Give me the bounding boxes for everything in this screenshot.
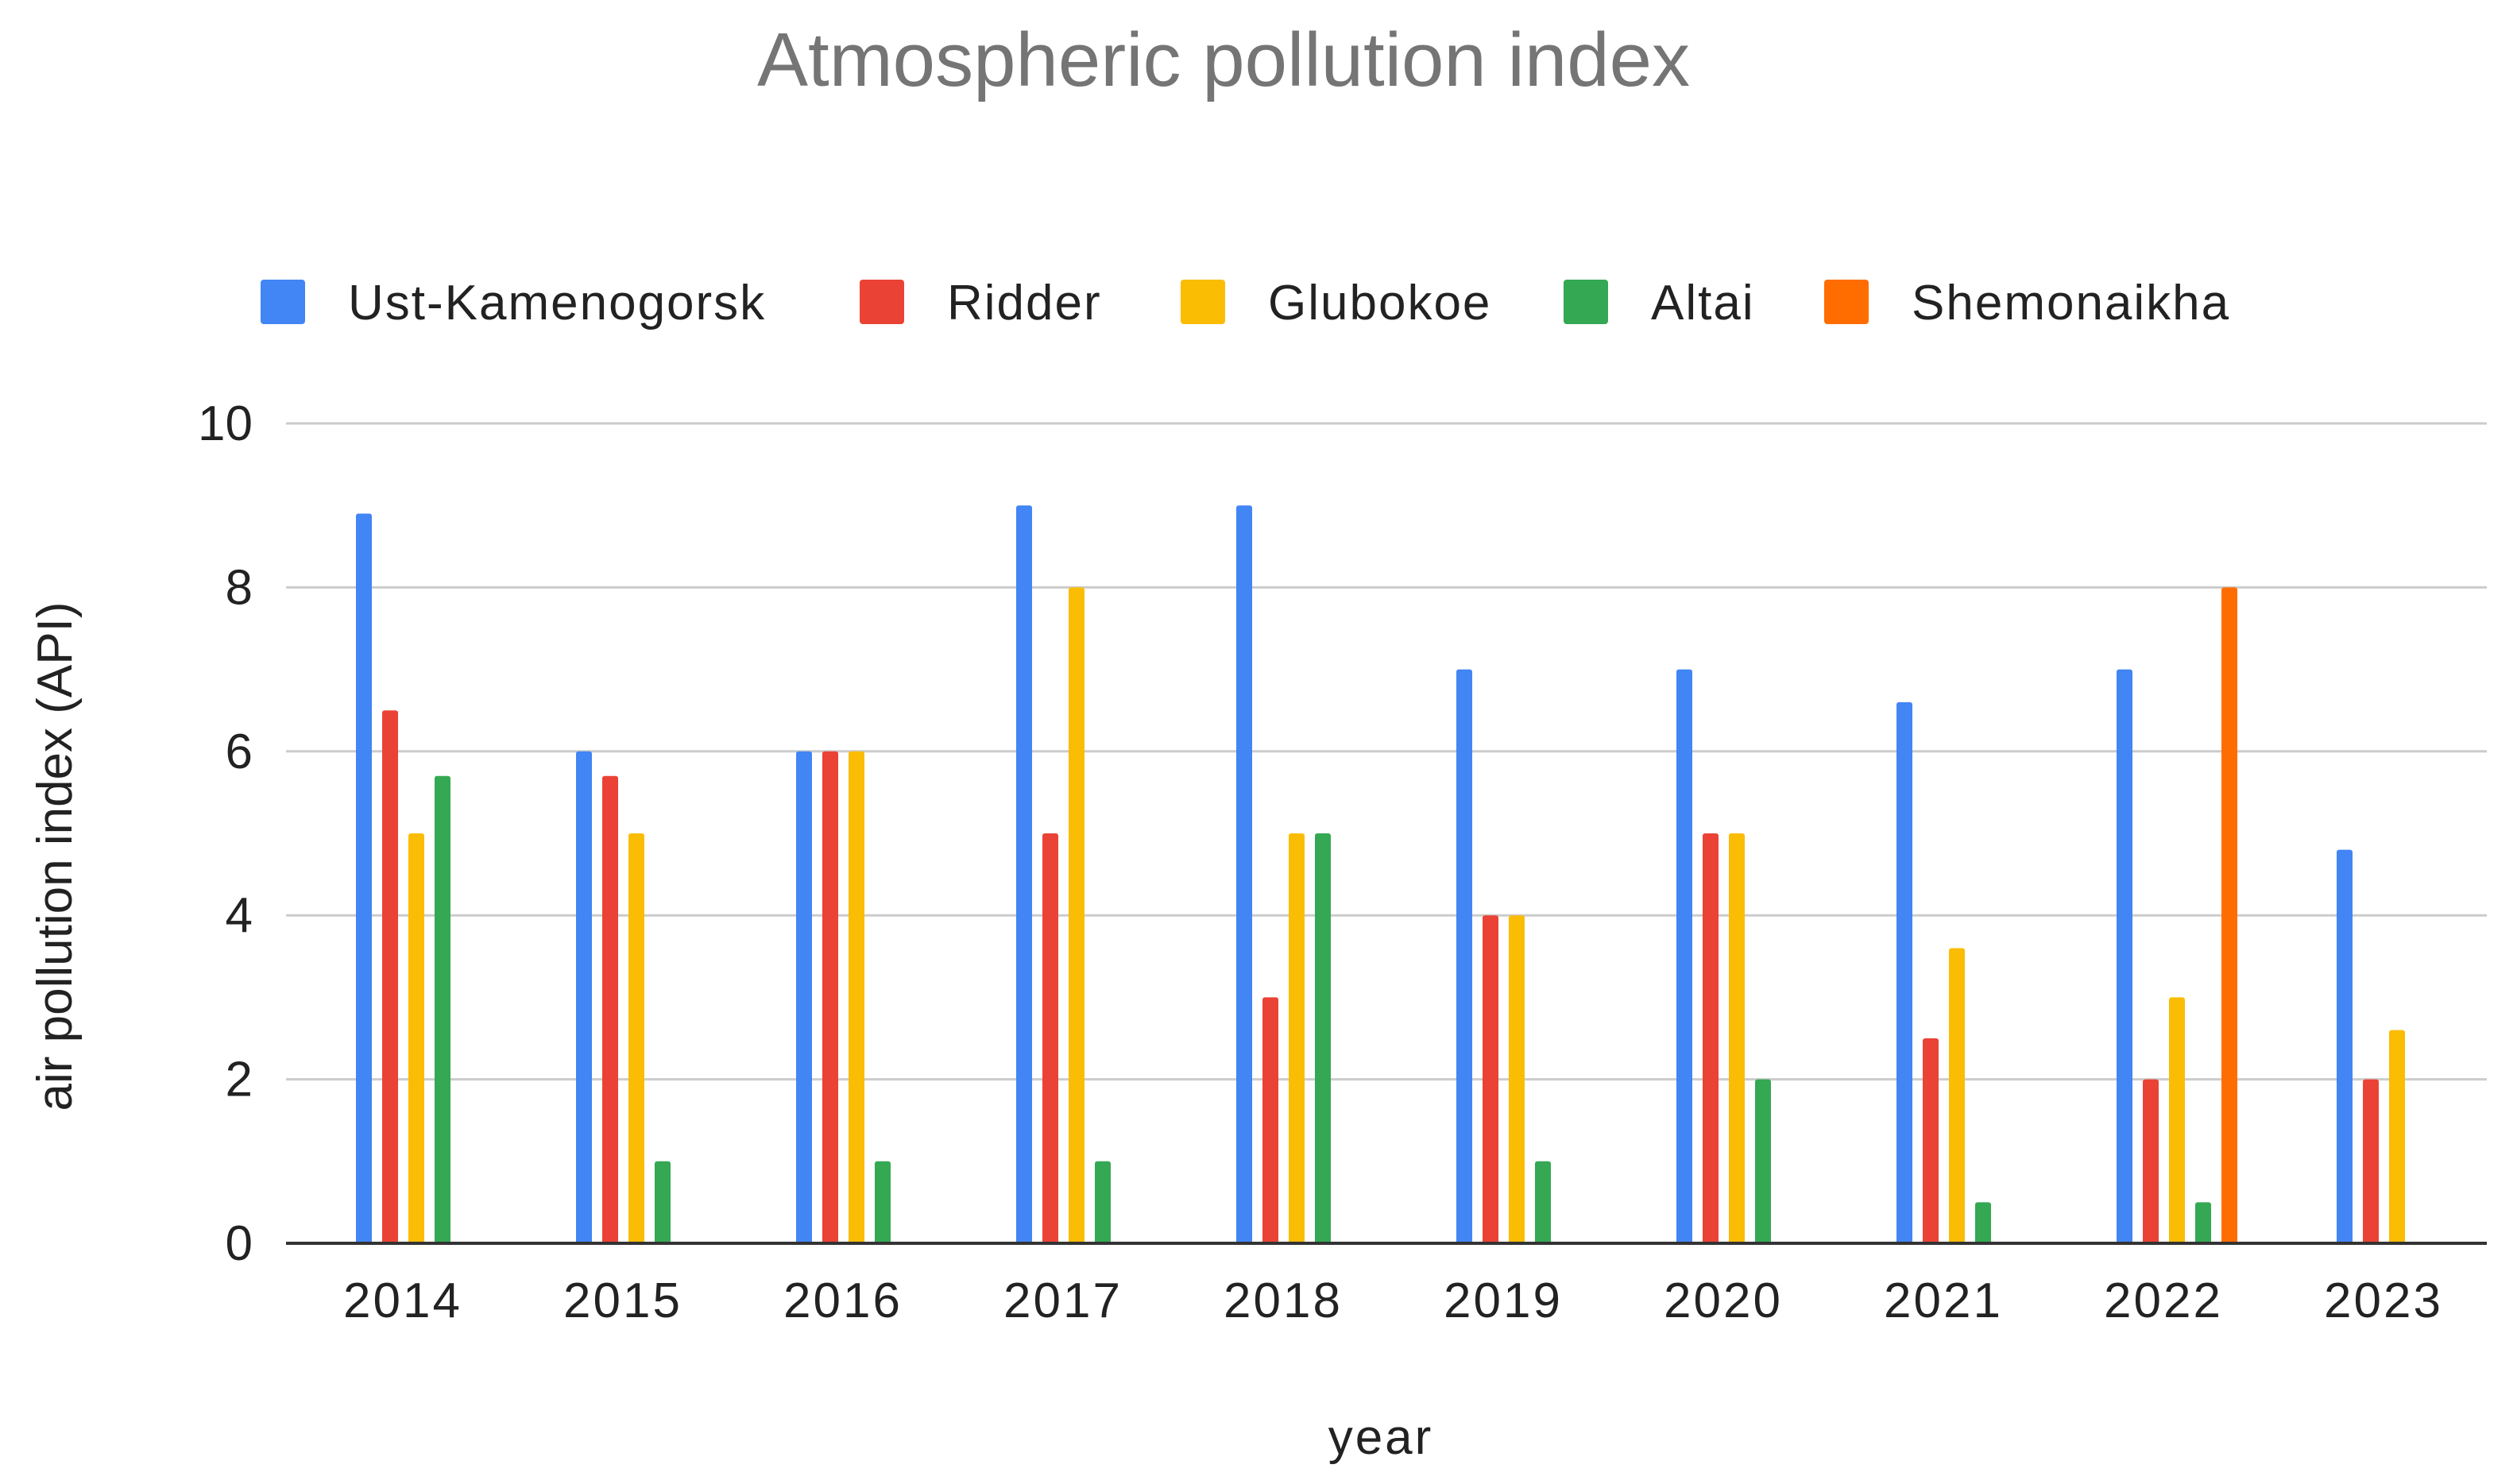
- bar-ridder-2017: [1042, 833, 1058, 1245]
- legend-label: Altai: [1651, 276, 1755, 330]
- legend-item-glubokoe: Glubokoe: [1181, 276, 1491, 330]
- bar-altai-2015: [655, 1161, 671, 1245]
- x-tick-label-2018: 2018: [1224, 1273, 1343, 1328]
- bar-glubokoe-2017: [1069, 587, 1085, 1245]
- bar-altai-2019: [1535, 1161, 1551, 1245]
- bar-ust-kamenogorsk-2016: [796, 751, 812, 1245]
- legend-item-ridder: Ridder: [860, 276, 1102, 330]
- bar-ust-kamenogorsk-2018: [1236, 505, 1252, 1245]
- legend: Ust-Kamenogorsk Ridder Glubokoe Altai Shemon…: [261, 276, 2230, 330]
- y-tick-label: 8: [226, 560, 253, 615]
- legend-label: Shemonaikha: [1912, 276, 2230, 330]
- y-axis-title: air pollution index (API): [28, 602, 83, 1111]
- bar-ust-kamenogorsk-2014: [356, 513, 372, 1245]
- legend-swatch-ridder: [860, 280, 904, 324]
- bar-ust-kamenogorsk-2023: [2337, 849, 2353, 1245]
- x-tick-label-2015: 2015: [563, 1273, 682, 1328]
- bar-glubokoe-2019: [1509, 915, 1525, 1245]
- bar-ridder-2022: [2143, 1079, 2159, 1245]
- bar-glubokoe-2016: [849, 751, 864, 1245]
- x-tick-label-2019: 2019: [1444, 1273, 1563, 1328]
- bar-altai-2016: [875, 1161, 891, 1245]
- bar-altai-2017: [1095, 1161, 1111, 1245]
- legend-swatch-ust-kamenogorsk: [261, 280, 305, 324]
- legend-item-shemonaikha: Shemonaikha: [1824, 276, 2230, 330]
- bar-glubokoe-2018: [1289, 833, 1305, 1245]
- y-tick-label: 6: [226, 725, 253, 779]
- bar-ridder-2020: [1703, 833, 1719, 1245]
- bar-ridder-2018: [1262, 997, 1278, 1245]
- x-tick-label-2014: 2014: [343, 1273, 462, 1328]
- bar-glubokoe-2021: [1949, 948, 1965, 1245]
- legend-item-ust-kamenogorsk: Ust-Kamenogorsk: [261, 276, 766, 330]
- bars: [356, 505, 2405, 1245]
- legend-swatch-shemonaikha: [1824, 280, 1869, 324]
- bar-ust-kamenogorsk-2017: [1016, 505, 1032, 1245]
- x-tick-label-2021: 2021: [1884, 1273, 2003, 1328]
- bar-glubokoe-2015: [628, 833, 644, 1245]
- bar-ust-kamenogorsk-2022: [2117, 669, 2132, 1245]
- bar-ridder-2016: [822, 751, 838, 1245]
- legend-swatch-altai: [1564, 280, 1608, 324]
- bar-ridder-2021: [1923, 1038, 1939, 1245]
- bar-ridder-2023: [2363, 1079, 2379, 1245]
- legend-item-altai: Altai: [1564, 276, 1755, 330]
- bar-altai-2022: [2195, 1202, 2211, 1245]
- chart-title: Atmospheric pollution index: [757, 17, 1690, 102]
- bar-glubokoe-2022: [2169, 997, 2185, 1245]
- y-tick-label: 0: [226, 1216, 253, 1271]
- bar-ust-kamenogorsk-2015: [576, 751, 592, 1245]
- bar-glubokoe-2014: [408, 833, 424, 1245]
- x-tick-label-2017: 2017: [1003, 1273, 1123, 1328]
- x-axis-title: year: [1328, 1410, 1434, 1465]
- bar-altai-2018: [1315, 833, 1331, 1245]
- bar-ust-kamenogorsk-2021: [1896, 701, 1912, 1245]
- bar-ridder-2014: [382, 710, 398, 1245]
- legend-label: Ust-Kamenogorsk: [348, 276, 766, 330]
- y-tick-label: 2: [226, 1053, 253, 1107]
- bar-altai-2020: [1755, 1079, 1771, 1245]
- bar-ust-kamenogorsk-2020: [1676, 669, 1692, 1245]
- x-axis-ticks: 2014 2015 2016 2017 2018 2019 2020 2021 2022 2023: [343, 1273, 2443, 1328]
- x-tick-label-2022: 2022: [2104, 1273, 2223, 1328]
- x-tick-label-2023: 2023: [2324, 1273, 2443, 1328]
- bar-glubokoe-2023: [2389, 1030, 2405, 1245]
- legend-label: Glubokoe: [1268, 276, 1491, 330]
- bar-ridder-2015: [602, 775, 618, 1245]
- y-tick-label: 10: [198, 396, 253, 451]
- bar-glubokoe-2020: [1729, 833, 1745, 1245]
- legend-label: Ridder: [947, 276, 1102, 330]
- bar-ust-kamenogorsk-2019: [1456, 669, 1472, 1245]
- bar-altai-2021: [1975, 1202, 1991, 1245]
- bar-shemonaikha-2022: [2221, 587, 2237, 1245]
- y-tick-label: 4: [226, 888, 253, 943]
- legend-swatch-glubokoe: [1181, 280, 1225, 324]
- y-axis-ticks: 0 2 4 6 8 10: [198, 396, 253, 1271]
- x-tick-label-2016: 2016: [783, 1273, 903, 1328]
- x-tick-label-2020: 2020: [1664, 1273, 1783, 1328]
- bar-ridder-2019: [1483, 915, 1498, 1245]
- bar-altai-2014: [435, 775, 450, 1245]
